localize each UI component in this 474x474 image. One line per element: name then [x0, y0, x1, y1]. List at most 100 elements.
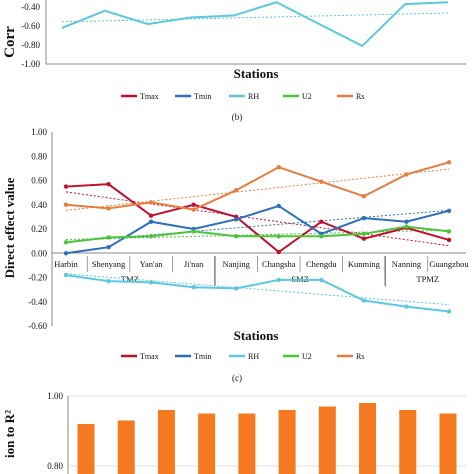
middle-series-line-tmax	[65, 183, 450, 254]
middle-point-tmin	[361, 215, 367, 221]
middle-point-rs	[361, 194, 367, 199]
middle-series-line-u2	[65, 225, 450, 244]
middle-point-u2	[63, 240, 69, 245]
middle-point-tmax	[106, 181, 111, 187]
top-y-tick-0-60: -0.60	[21, 21, 40, 31]
middle-y-tick-1-00: 1.00	[31, 127, 47, 137]
middle-point-rh	[446, 309, 452, 314]
middle-point-rs	[234, 188, 239, 193]
middle-trendline-rs	[65, 168, 450, 211]
middle-y-tick-0-40: 0.40	[31, 200, 47, 210]
middle-series-group	[63, 160, 452, 314]
middle-point-rs	[404, 172, 409, 177]
top-y-ticks: -0.40 -0.60 -0.80 -1.00	[21, 2, 40, 69]
middle-point-tmin	[404, 219, 409, 224]
bottom-y-tick-1-00: 1.00	[47, 391, 63, 401]
middle-point-rs	[106, 206, 111, 211]
middle-y-axis-label: Direct effect value	[2, 177, 17, 278]
bottom-bar	[198, 413, 216, 474]
middle-point-u2	[106, 235, 111, 240]
top-y-tick-0-40: -0.40	[21, 2, 40, 12]
middle-chart-panel: Direct effect value 1.00 0.80 0.60 0.40 0.20…	[2, 127, 469, 383]
bottom-bar	[77, 424, 95, 474]
bottom-bar	[439, 413, 457, 474]
middle-point-rs	[191, 207, 196, 212]
middle-point-rh	[276, 277, 281, 283]
middle-point-tmin	[63, 251, 69, 256]
middle-point-u2	[191, 229, 196, 234]
middle-point-u2	[148, 234, 154, 239]
middle-x-tick-shenyang: Shenyang	[92, 259, 126, 269]
top-chart-panel: Corr -0.40 -0.60 -0.80 -1.00 Stations Tmax T…	[2, 0, 466, 122]
middle-legend-label-tmin: Tmin	[194, 352, 211, 361]
middle-point-tmax	[148, 213, 154, 218]
middle-point-tmin	[106, 244, 111, 250]
top-y-tick-1-00: -1.00	[21, 59, 40, 69]
middle-legend-label-tmax: Tmax	[140, 352, 159, 361]
top-series-line-rh	[61, 1, 449, 48]
middle-point-rh	[319, 277, 324, 283]
middle-x-tick-nanning: Nanning	[392, 259, 422, 269]
bottom-bar	[359, 403, 377, 474]
middle-point-tmin	[276, 203, 281, 209]
middle-legend-label-u2: U2	[302, 352, 312, 361]
middle-y-tick-0-20: -0.20	[28, 273, 47, 283]
middle-legend-label-rs: Rs	[356, 352, 364, 361]
bottom-y-axis-label: ion to R²	[2, 410, 17, 458]
middle-point-rh	[191, 285, 196, 290]
middle-point-rh	[106, 278, 111, 284]
middle-x-tick-yan-an: Yan'an	[140, 259, 164, 269]
top-y-axis-label: Corr	[2, 26, 18, 58]
middle-y-tick-0-60: -0.60	[28, 321, 47, 331]
middle-point-tmax	[319, 219, 324, 224]
middle-x-tick-chengdu: Chengdu	[306, 259, 337, 269]
middle-point-rs	[63, 202, 69, 207]
middle-x-categories: Harbin Shenyang Yan'an Ji'nan Nanjing Changsh…	[54, 256, 469, 272]
bottom-bars	[77, 403, 457, 474]
bottom-bar	[117, 420, 135, 474]
middle-series-line-rs	[65, 161, 450, 211]
middle-point-rh	[63, 272, 69, 278]
top-legend-label-tmin: Tmin	[194, 92, 211, 101]
middle-point-u2	[234, 234, 239, 239]
middle-point-tmax	[63, 184, 69, 189]
middle-y-tick-0-80: 0.80	[31, 151, 47, 161]
middle-x-tick-harbin: Harbin	[54, 259, 78, 269]
middle-point-rh	[404, 304, 409, 309]
middle-point-tmin	[148, 219, 154, 224]
bottom-bar	[278, 410, 296, 474]
top-legend-label-rs: Rs	[356, 92, 364, 101]
middle-point-tmax	[276, 249, 281, 255]
middle-legend-label-rh: RH	[248, 352, 259, 361]
middle-y-tick-0-60: 0.60	[31, 176, 47, 186]
middle-point-tmax	[191, 202, 196, 207]
top-legend-label-tmax: Tmax	[140, 92, 159, 101]
top-legend-label-u2: U2	[302, 92, 312, 101]
middle-point-tmax	[361, 236, 367, 241]
middle-series-line-rh	[65, 274, 450, 313]
middle-point-tmin	[446, 208, 452, 214]
middle-y-ticks: 1.00 0.80 0.60 0.40 0.20 0.00 -0.20 -0.40 -0.60	[28, 127, 47, 331]
middle-y-tick-0-40: -0.40	[28, 297, 47, 307]
middle-x-tick-nanjing: Nanjing	[223, 259, 251, 269]
zone-label-tpmz: TPMZ	[416, 274, 439, 284]
bottom-y-tick-0-80: 0.80	[47, 461, 63, 471]
middle-x-tick-kunming: Kunming	[348, 259, 381, 269]
caption-b: (b)	[232, 112, 243, 122]
bottom-bar	[399, 410, 417, 474]
middle-point-rh	[234, 286, 239, 291]
middle-legend: Tmax Tmin RH U2 Rs	[121, 352, 364, 361]
middle-point-rh	[148, 280, 154, 285]
bottom-bar	[318, 406, 336, 474]
top-series-group	[61, 1, 449, 48]
top-trendline-rh	[61, 12, 449, 23]
middle-trendline-rh	[65, 273, 450, 306]
middle-point-u2	[361, 231, 367, 237]
middle-point-rs	[276, 164, 281, 170]
middle-point-rs	[148, 200, 154, 205]
top-y-tick-0-80: -0.80	[21, 40, 40, 50]
bottom-y-ticks: 1.00 0.80	[47, 391, 63, 471]
top-x-axis-label: Stations	[234, 66, 279, 81]
caption-c: (c)	[232, 373, 242, 383]
